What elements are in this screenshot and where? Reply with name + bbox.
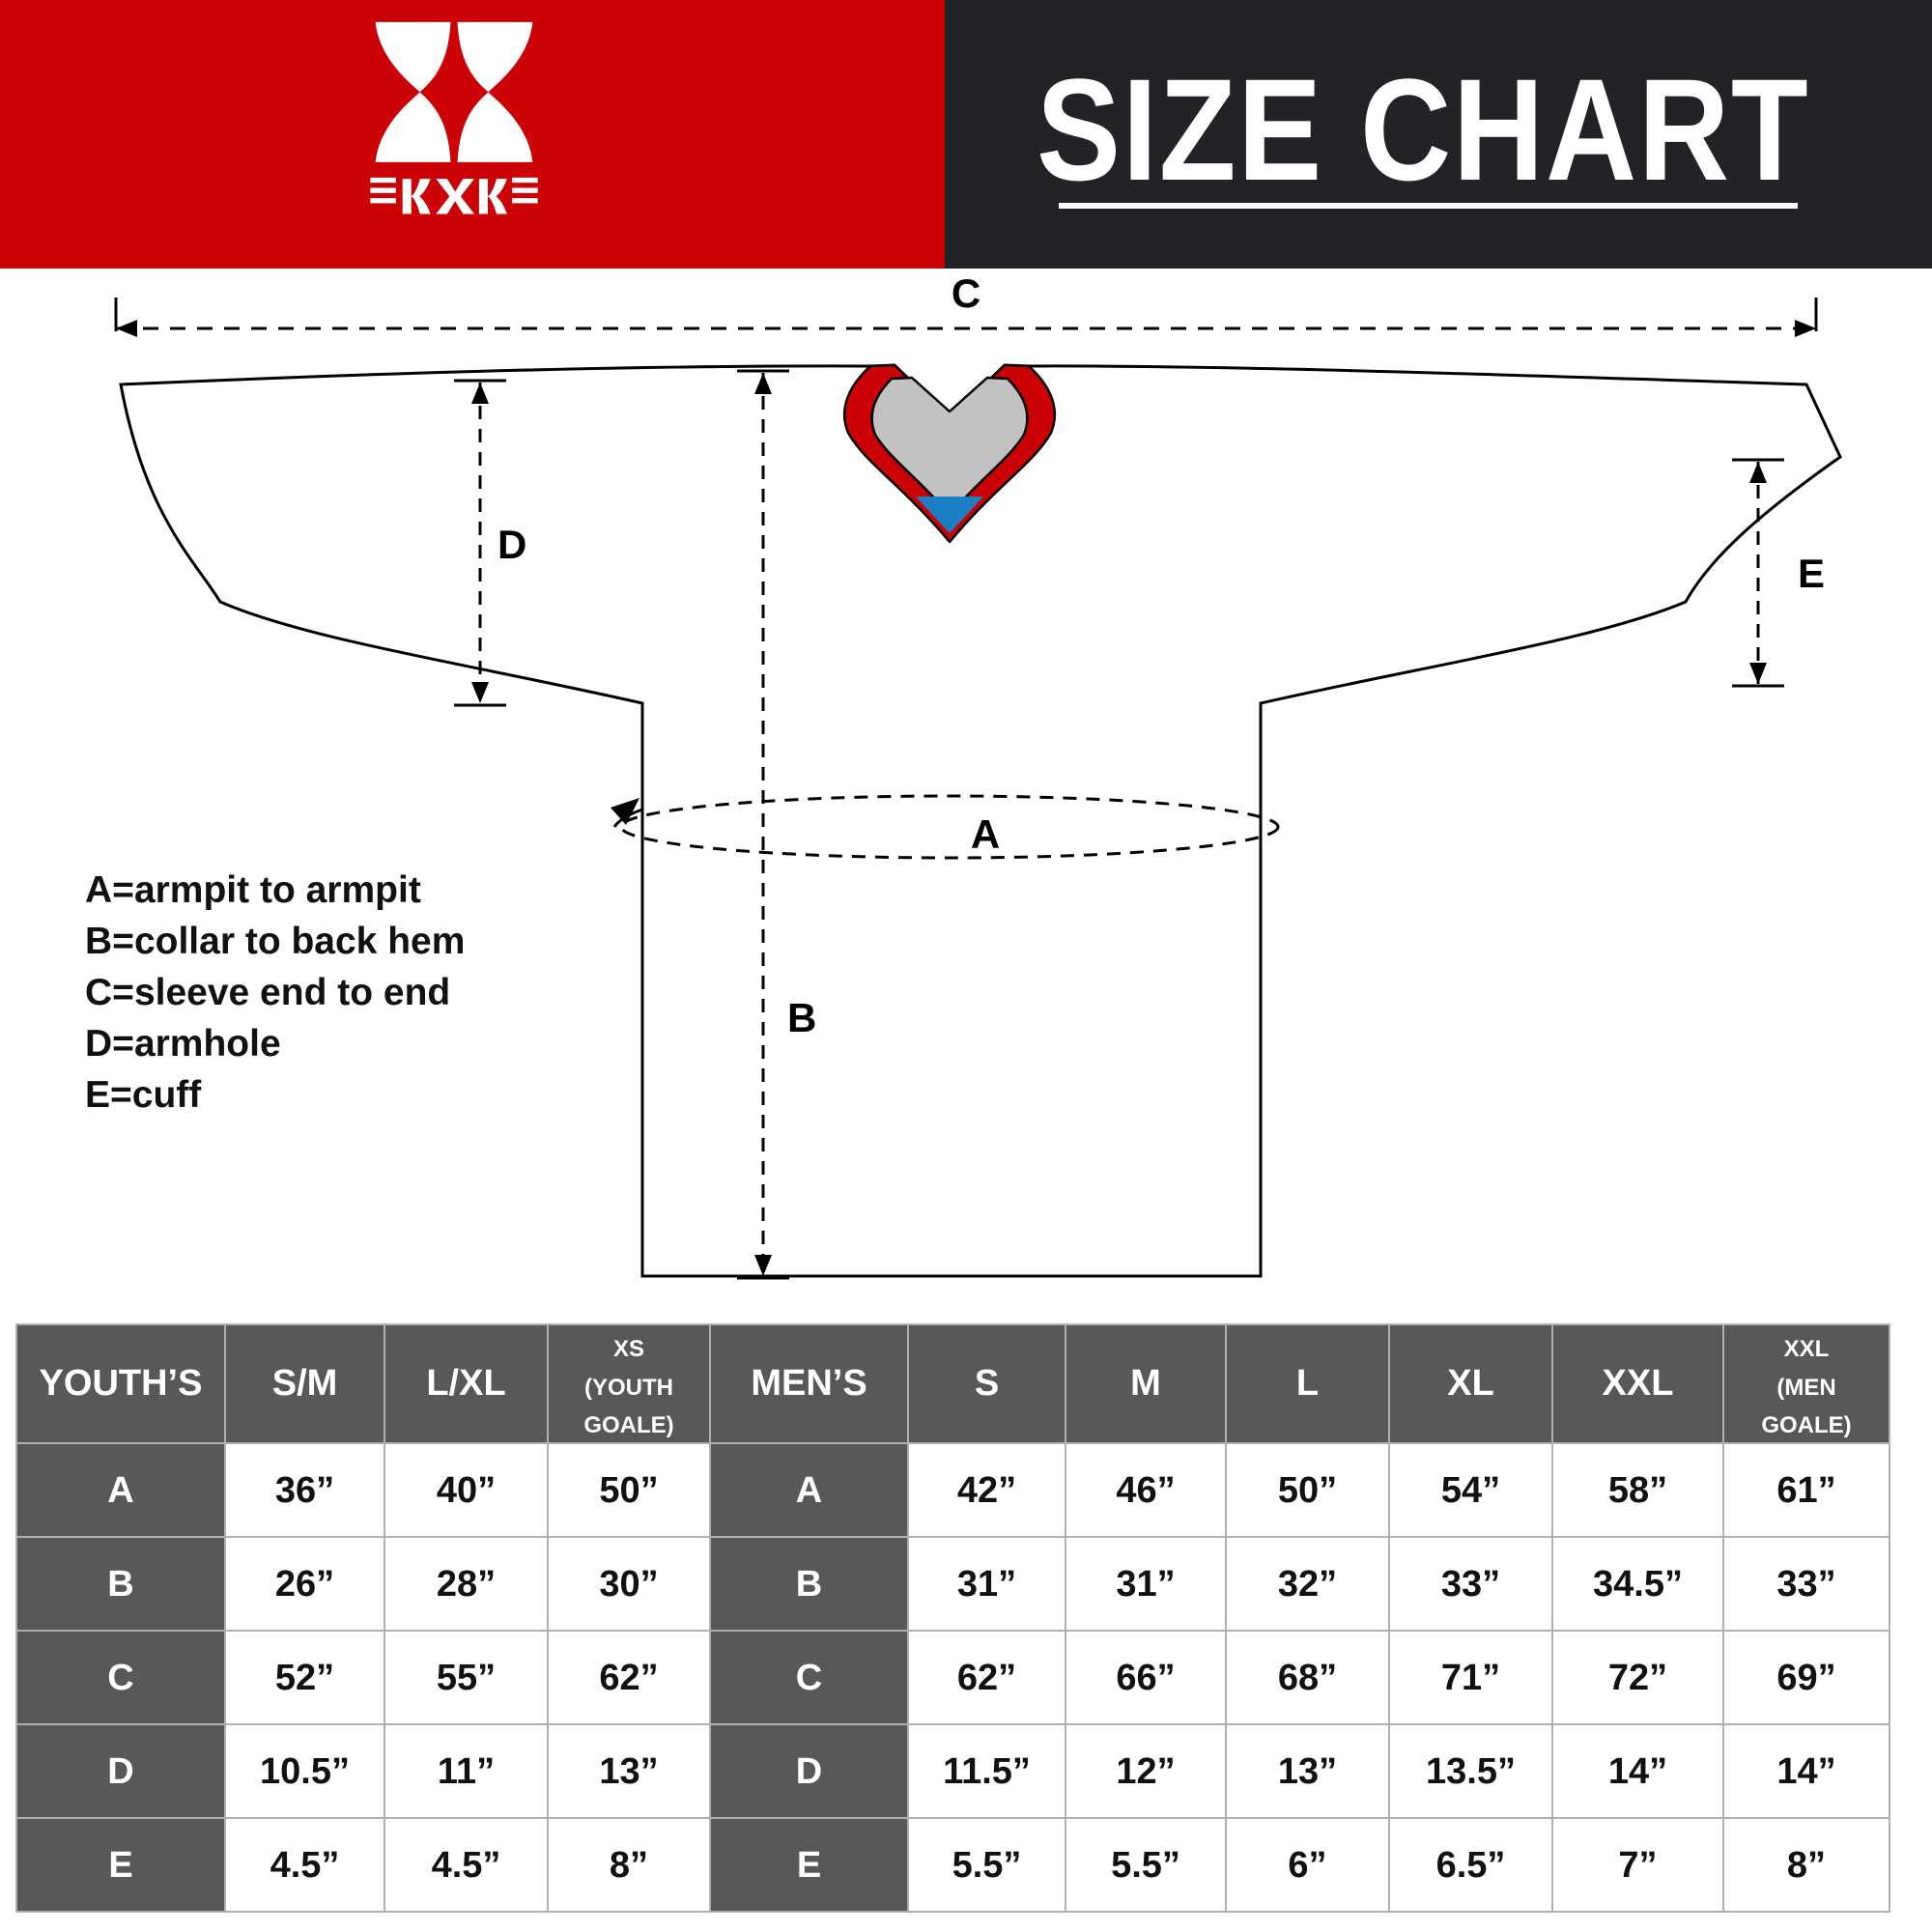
svg-text:E: E: [1798, 551, 1825, 596]
svg-text:D: D: [497, 522, 526, 567]
svg-text:C: C: [952, 270, 980, 316]
svg-text:A: A: [971, 811, 1000, 857]
svg-text:B: B: [787, 995, 816, 1040]
